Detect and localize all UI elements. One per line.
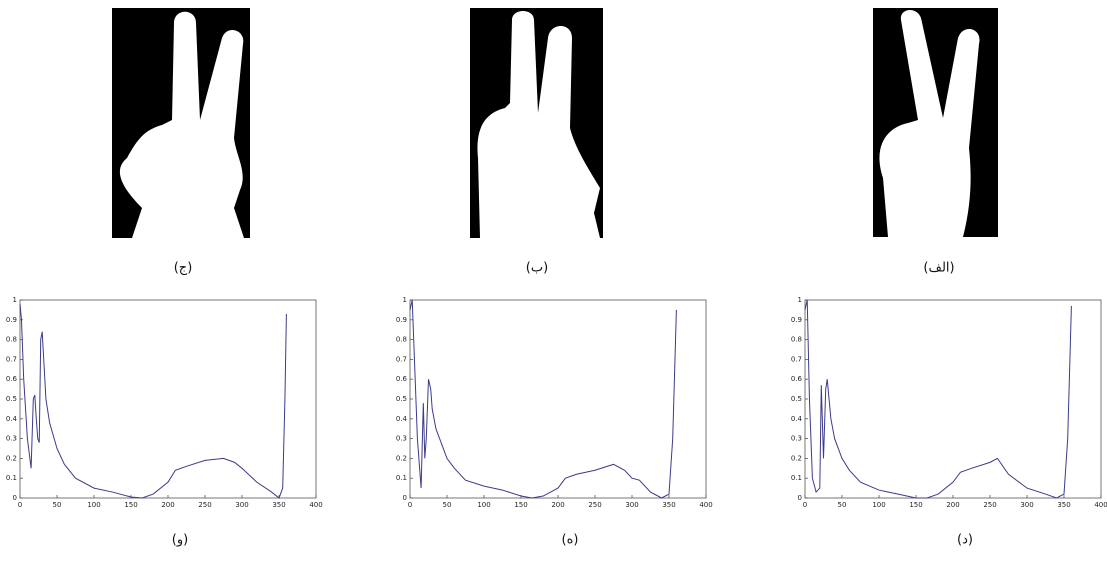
y-tick-label: 0.7 bbox=[6, 355, 17, 363]
hand-image bbox=[873, 8, 998, 237]
x-tick-label: 250 bbox=[198, 501, 211, 509]
y-tick-label: 0.5 bbox=[6, 395, 17, 403]
y-tick-label: 0.8 bbox=[6, 336, 17, 344]
x-tick-label: 400 bbox=[1094, 501, 1107, 509]
x-tick-label: 50 bbox=[53, 501, 62, 509]
image-caption: (الف) bbox=[923, 261, 954, 276]
y-tick-label: 0.5 bbox=[396, 395, 407, 403]
y-tick-label: 0.6 bbox=[791, 375, 803, 383]
y-tick-label: 0.7 bbox=[396, 355, 407, 363]
y-tick-label: 0.4 bbox=[396, 415, 408, 423]
y-tick-label: 0.2 bbox=[6, 454, 17, 462]
image-caption: (ج) bbox=[174, 261, 193, 276]
y-tick-label: 1 bbox=[798, 296, 802, 304]
y-tick-label: 0.2 bbox=[396, 454, 407, 462]
y-tick-label: 0.3 bbox=[791, 435, 802, 443]
y-tick-label: 0.9 bbox=[6, 316, 17, 324]
x-tick-label: 50 bbox=[443, 501, 452, 509]
y-tick-label: 0 bbox=[798, 494, 802, 502]
y-tick-label: 0.6 bbox=[396, 375, 408, 383]
y-tick-label: 0.4 bbox=[6, 415, 18, 423]
x-tick-label: 350 bbox=[1057, 501, 1070, 509]
plot-frame bbox=[19, 299, 317, 499]
x-tick-label: 200 bbox=[551, 501, 564, 509]
y-tick-label: 1 bbox=[13, 296, 17, 304]
x-tick-label: 250 bbox=[588, 501, 601, 509]
y-tick-label: 0.9 bbox=[791, 316, 802, 324]
y-tick-label: 0.1 bbox=[6, 474, 17, 482]
y-tick-label: 0.1 bbox=[396, 474, 407, 482]
y-tick-label: 0 bbox=[13, 494, 17, 502]
y-tick-label: 0.9 bbox=[396, 316, 407, 324]
x-tick-label: 50 bbox=[838, 501, 847, 509]
x-tick-label: 400 bbox=[699, 501, 712, 509]
x-tick-label: 200 bbox=[161, 501, 174, 509]
x-tick-label: 0 bbox=[408, 501, 412, 509]
y-tick-label: 0.4 bbox=[791, 415, 803, 423]
x-tick-label: 300 bbox=[1020, 501, 1033, 509]
x-tick-label: 0 bbox=[18, 501, 22, 509]
y-tick-label: 0.8 bbox=[396, 336, 407, 344]
data-line bbox=[19, 303, 287, 499]
image-caption: (ب) bbox=[526, 261, 548, 276]
x-tick-label: 100 bbox=[477, 501, 490, 509]
y-tick-label: 0.1 bbox=[791, 474, 802, 482]
x-tick-label: 150 bbox=[909, 501, 922, 509]
data-line bbox=[409, 299, 677, 499]
plot-frame bbox=[804, 299, 1102, 499]
data-line bbox=[804, 299, 1072, 499]
y-tick-label: 1 bbox=[403, 296, 407, 304]
x-tick-label: 250 bbox=[983, 501, 996, 509]
x-tick-label: 350 bbox=[662, 501, 675, 509]
x-tick-label: 300 bbox=[625, 501, 638, 509]
y-tick-label: 0.8 bbox=[791, 336, 802, 344]
y-tick-label: 0.3 bbox=[6, 435, 17, 443]
y-tick-label: 0.6 bbox=[6, 375, 18, 383]
y-tick-label: 0.5 bbox=[791, 395, 802, 403]
y-tick-label: 0 bbox=[403, 494, 407, 502]
x-tick-label: 100 bbox=[87, 501, 100, 509]
y-tick-label: 0.2 bbox=[791, 454, 802, 462]
x-tick-label: 100 bbox=[872, 501, 885, 509]
chart-caption: (د) bbox=[957, 533, 973, 548]
x-tick-label: 200 bbox=[946, 501, 959, 509]
x-tick-label: 300 bbox=[235, 501, 248, 509]
chart-caption: (ه) bbox=[562, 533, 579, 548]
hand-image bbox=[470, 8, 603, 238]
hand-image bbox=[112, 8, 250, 238]
x-tick-label: 350 bbox=[272, 501, 285, 509]
chart-caption: (و) bbox=[172, 533, 188, 548]
y-tick-label: 0.3 bbox=[396, 435, 407, 443]
y-tick-label: 0.7 bbox=[791, 355, 802, 363]
x-tick-label: 150 bbox=[124, 501, 137, 509]
x-tick-label: 400 bbox=[309, 501, 322, 509]
x-tick-label: 0 bbox=[803, 501, 807, 509]
x-tick-label: 150 bbox=[514, 501, 527, 509]
